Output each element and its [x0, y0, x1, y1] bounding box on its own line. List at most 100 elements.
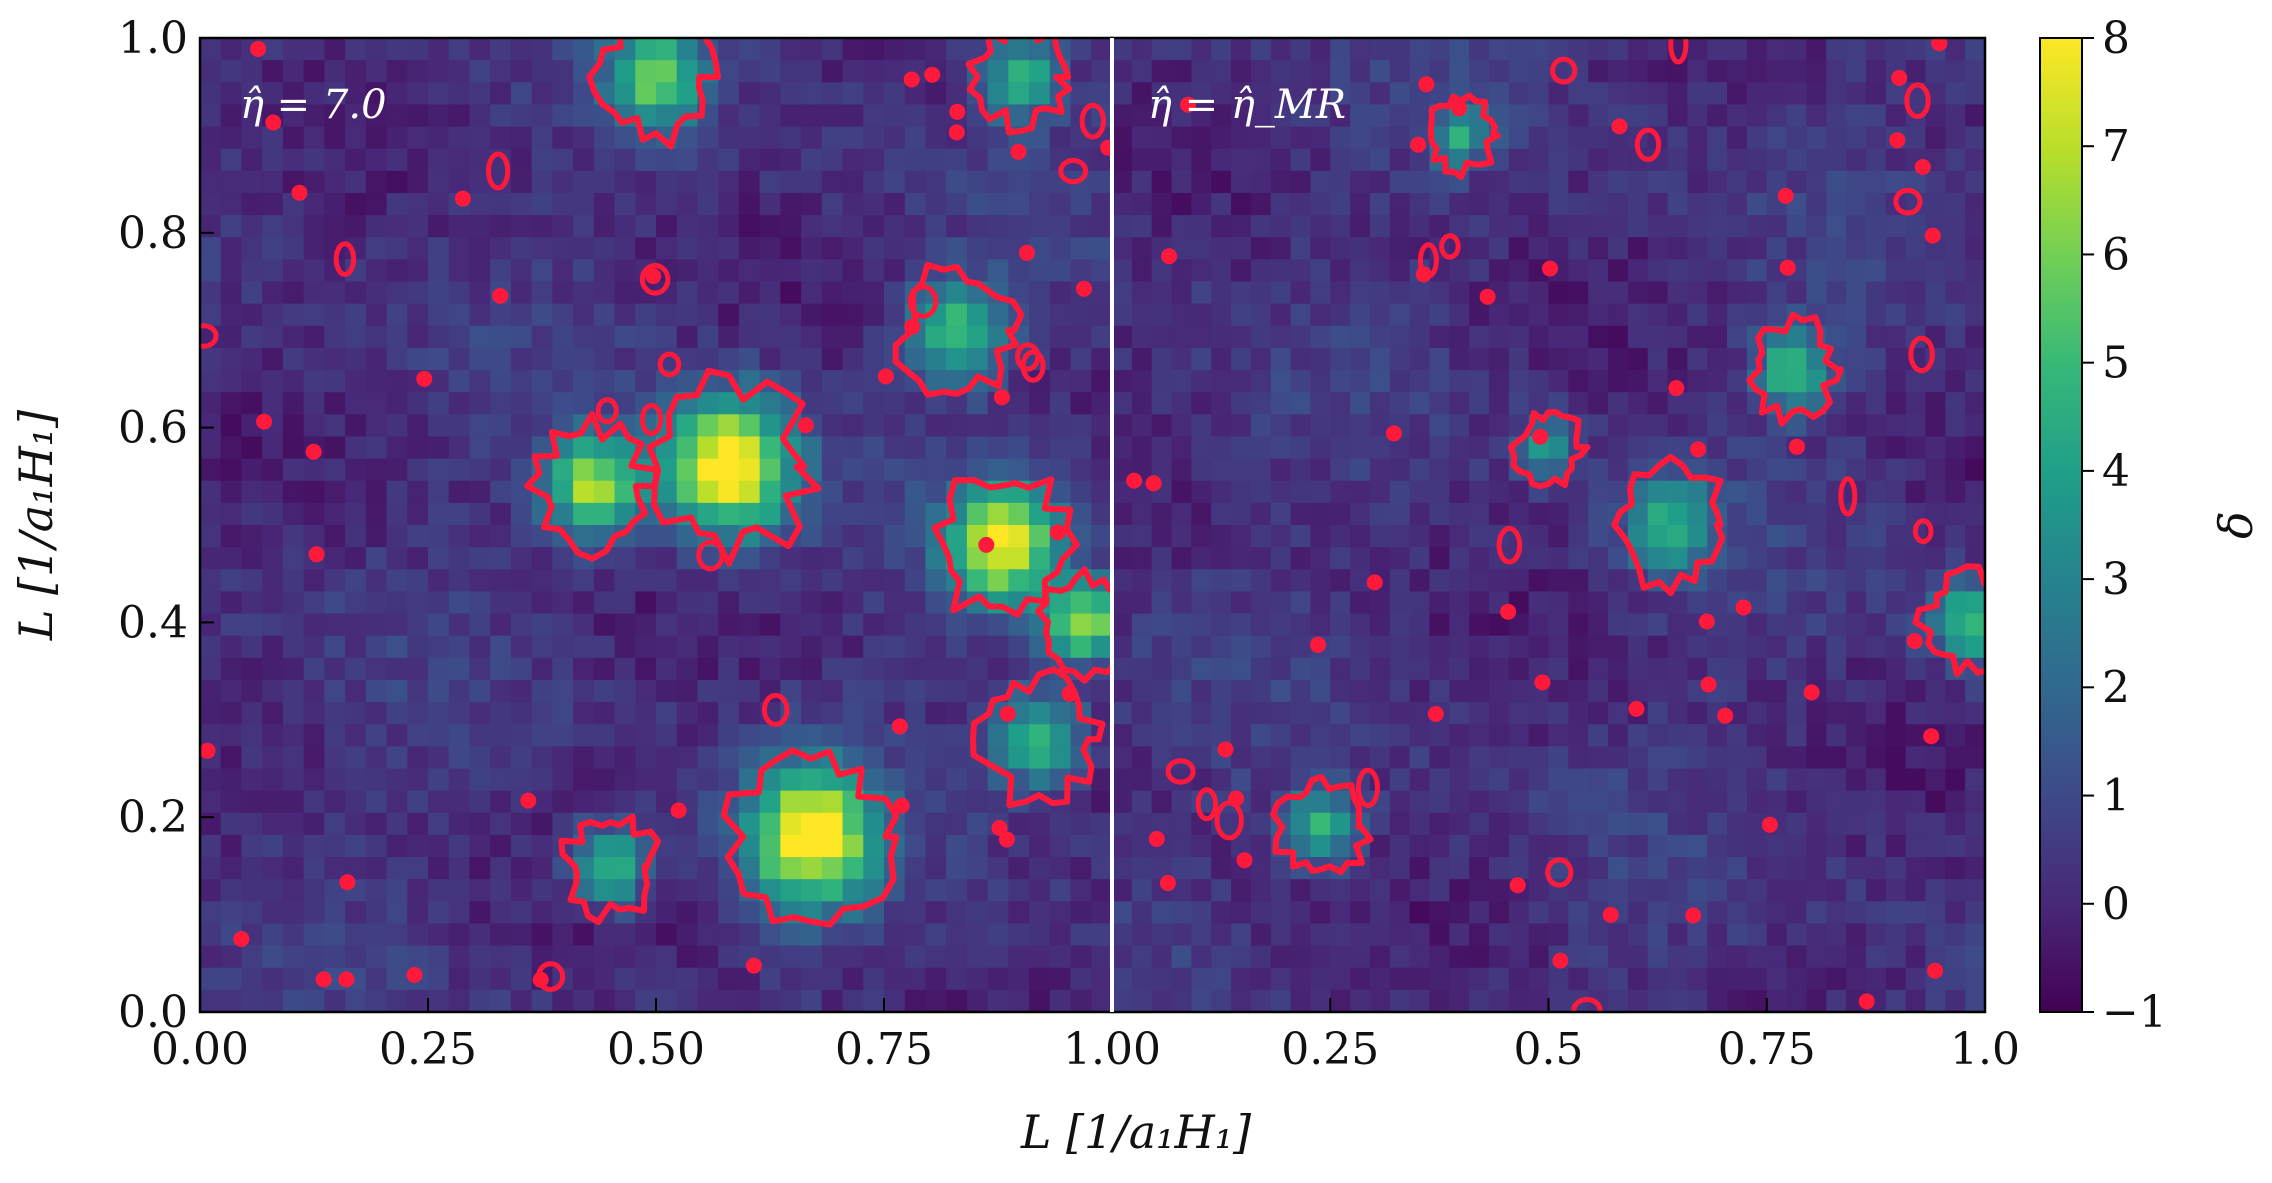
heatmap-cell — [448, 746, 471, 770]
heatmap-cell — [738, 724, 761, 747]
heatmap-cell — [759, 923, 781, 947]
heatmap-cell — [635, 679, 657, 703]
heatmap-cell — [1846, 60, 1867, 83]
contour-dot — [1858, 993, 1875, 1010]
heatmap-cell — [697, 945, 719, 969]
heatmap-cell — [1350, 436, 1371, 460]
heatmap-cell — [1647, 480, 1669, 504]
heatmap-cell — [1310, 790, 1331, 814]
heatmap-cell — [1687, 812, 1708, 836]
contour-dot — [670, 802, 687, 819]
heatmap-cell — [904, 547, 927, 570]
heatmap-cell — [1290, 569, 1312, 593]
heatmap-cell — [1330, 989, 1351, 1012]
heatmap-cell — [1171, 724, 1192, 747]
heatmap-cell — [780, 569, 802, 593]
heatmap-cell — [324, 347, 346, 371]
heatmap-cell — [1049, 967, 1072, 991]
heatmap-cell — [1330, 347, 1351, 371]
heatmap-cell — [220, 790, 243, 814]
heatmap-cell — [801, 967, 823, 991]
heatmap-cell — [1029, 724, 1051, 747]
heatmap-cell — [1687, 259, 1708, 283]
heatmap-cell — [1786, 60, 1808, 83]
heatmap-cell — [1091, 237, 1112, 260]
heatmap-cell — [1369, 104, 1391, 128]
heatmap-cell — [407, 170, 429, 194]
heatmap-cell — [1865, 525, 1887, 548]
heatmap-cell — [759, 436, 781, 460]
heatmap-cell — [262, 901, 284, 925]
heatmap-cell — [220, 635, 243, 659]
heatmap-cell — [1568, 768, 1589, 792]
heatmap-cell — [1885, 834, 1907, 858]
heatmap-cell — [1528, 945, 1550, 969]
heatmap-cell — [1131, 901, 1153, 925]
heatmap-cell — [407, 325, 429, 349]
heatmap-cell — [1250, 879, 1272, 902]
heatmap-cell — [1667, 989, 1688, 1012]
heatmap-cell — [241, 635, 263, 659]
heatmap-cell — [448, 82, 471, 106]
heatmap-cell — [801, 879, 823, 902]
heatmap-cell — [718, 879, 740, 902]
heatmap-cell — [200, 657, 222, 681]
heatmap-cell — [676, 679, 699, 703]
contour-dot — [1161, 248, 1178, 265]
heatmap-cell — [1350, 192, 1371, 216]
heatmap-cell — [1766, 82, 1788, 106]
heatmap-cell — [510, 591, 533, 615]
heatmap-cell — [345, 790, 367, 814]
heatmap-cell — [262, 989, 284, 1012]
heatmap-cell — [1647, 657, 1669, 681]
heatmap-cell — [407, 635, 429, 659]
heatmap-cell — [925, 812, 947, 836]
heatmap-cell — [448, 525, 471, 548]
heatmap-cell — [863, 148, 885, 172]
heatmap-cell — [1029, 812, 1051, 836]
heatmap-cell — [780, 259, 802, 283]
heatmap-cell — [1231, 679, 1252, 703]
heatmap-cell — [1310, 38, 1331, 61]
heatmap-cell — [303, 392, 325, 415]
heatmap-cell — [1727, 60, 1748, 83]
heatmap-cell — [1846, 170, 1867, 194]
heatmap-cell — [1826, 724, 1847, 747]
heatmap-cell — [1647, 303, 1669, 327]
heatmap-cell — [1528, 458, 1550, 482]
heatmap-cell — [925, 679, 947, 703]
heatmap-cell — [1112, 436, 1133, 460]
heatmap-cell — [1449, 989, 1470, 1012]
heatmap-cell — [1112, 414, 1133, 438]
heatmap-cell — [1409, 746, 1431, 770]
heatmap-cell — [1865, 347, 1887, 371]
heatmap-cell — [718, 901, 740, 925]
heatmap-cell — [1528, 635, 1550, 659]
heatmap-cell — [1865, 967, 1887, 991]
heatmap-cell — [1270, 458, 1292, 482]
heatmap-cell — [490, 525, 512, 548]
heatmap-cell — [925, 370, 947, 393]
heatmap-cell — [1191, 768, 1212, 792]
heatmap-cell — [1766, 923, 1788, 947]
heatmap-cell — [1270, 525, 1292, 548]
heatmap-cell — [1270, 82, 1292, 106]
heatmap-cell — [884, 569, 906, 593]
heatmap-cell — [1588, 104, 1609, 128]
heatmap-cell — [1270, 259, 1292, 283]
heatmap-cell — [1330, 834, 1351, 858]
heatmap-cell — [904, 812, 927, 836]
heatmap-cell — [282, 635, 305, 659]
heatmap-cell — [1647, 702, 1669, 725]
heatmap-cell — [1330, 569, 1351, 593]
heatmap-cell — [552, 569, 574, 593]
heatmap-cell — [345, 126, 367, 150]
heatmap-cell — [1270, 569, 1292, 593]
heatmap-cell — [1409, 192, 1431, 216]
heatmap-cell — [1389, 702, 1411, 725]
heatmap-cell — [1826, 525, 1847, 548]
heatmap-cell — [1350, 414, 1371, 438]
heatmap-cell — [1369, 591, 1391, 615]
heatmap-cell — [593, 989, 616, 1012]
heatmap-cell — [1330, 414, 1351, 438]
